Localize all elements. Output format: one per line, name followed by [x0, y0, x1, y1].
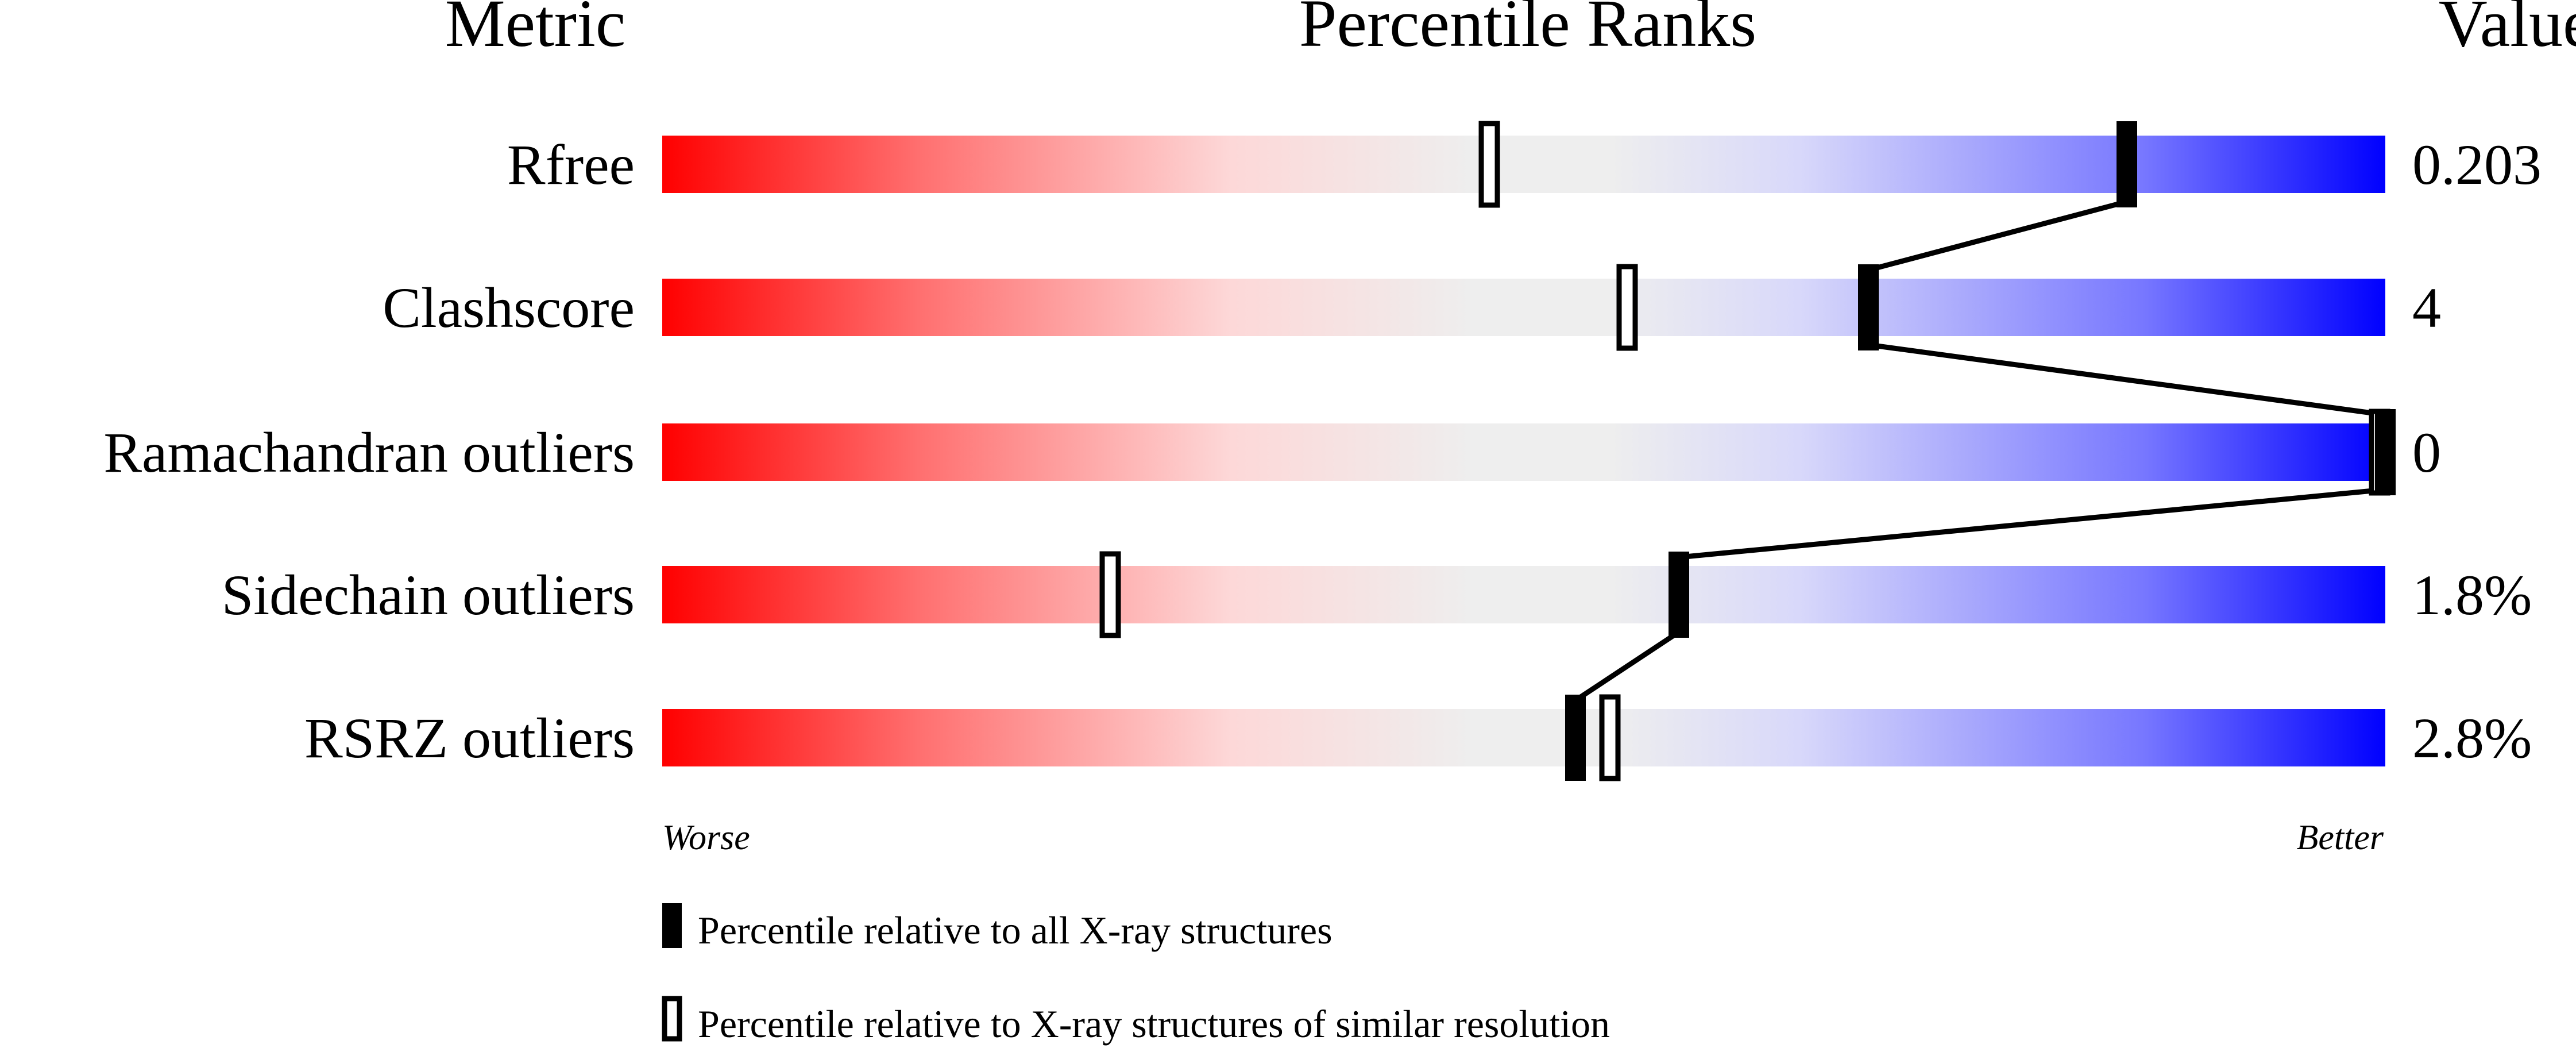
connector-line — [1574, 630, 1681, 703]
marker-similar-resolution — [1599, 694, 1621, 781]
marker-all-structures — [1669, 552, 1689, 638]
marker-similar-resolution — [1478, 121, 1500, 208]
marker-similar-resolution — [1616, 264, 1638, 351]
marker-all-structures — [2117, 121, 2137, 207]
metric-label: Rfree — [507, 133, 635, 196]
percentile-bar — [662, 279, 2385, 336]
marker-all-structures — [2375, 409, 2396, 495]
axis-better-label: Better — [2297, 818, 2384, 857]
legend-filled-marker — [662, 903, 682, 948]
metric-label: Sidechain outliers — [222, 563, 635, 627]
marker-all-structures — [1858, 264, 1879, 350]
percentile-bar — [662, 566, 2385, 623]
header-percentile-ranks: Percentile Ranks — [1299, 0, 1756, 61]
metric-label: Clashscore — [383, 276, 635, 340]
percentile-bar — [662, 136, 2385, 193]
connector-line — [1678, 487, 2386, 560]
percentile-bar — [662, 709, 2385, 766]
header-metric: Metric — [445, 0, 626, 61]
value-label: 0 — [2412, 421, 2441, 484]
connector-line — [1867, 199, 2128, 273]
value-label: 4 — [2412, 276, 2441, 340]
legend-open-marker — [662, 996, 682, 1042]
legend-all-label: Percentile relative to all X-ray structu… — [698, 908, 1333, 952]
percentile-bar — [662, 423, 2385, 481]
header-value: Value — [2439, 0, 2576, 61]
marker-all-structures — [1565, 695, 1586, 781]
value-label: 0.203 — [2412, 133, 2542, 196]
connector-line — [1868, 342, 2386, 418]
marker-similar-resolution — [1099, 551, 1121, 638]
metric-label: Ramachandran outliers — [103, 421, 635, 484]
axis-worse-label: Worse — [662, 818, 750, 857]
value-label: 2.8% — [2412, 706, 2532, 770]
value-label: 1.8% — [2412, 563, 2532, 627]
metric-label: RSRZ outliers — [304, 706, 635, 770]
legend-similar-label: Percentile relative to X-ray structures … — [698, 1002, 1610, 1046]
